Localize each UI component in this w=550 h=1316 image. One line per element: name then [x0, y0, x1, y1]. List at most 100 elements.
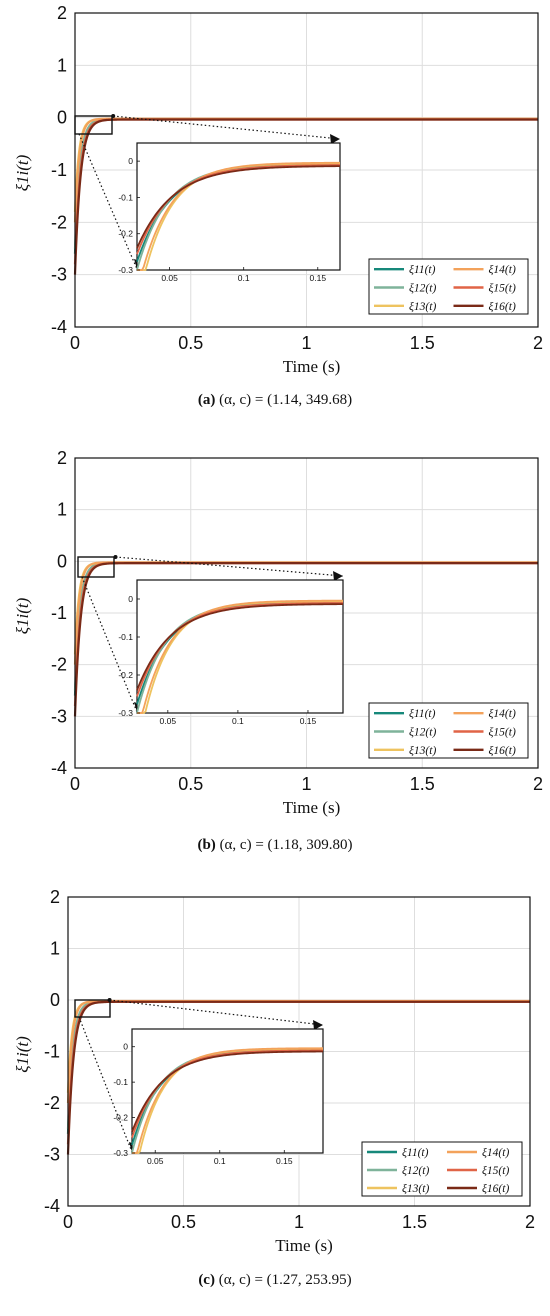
x-tick-label: 1: [294, 1212, 304, 1232]
x-tick-label: 2: [533, 774, 543, 794]
y-axis-label: ξ1i(t): [13, 597, 32, 634]
x-tick-label: 0.5: [178, 774, 203, 794]
chart-panel-c: 0 0.5 1 1.5 2 -4 -3 -2 -1 0 1 2 Time (s) ξ1i(t) 0.05 0.…: [0, 880, 550, 1316]
inset-line-xi16: [136, 603, 344, 691]
chart-panel-b: 0 0.5 1 1.5 2 -4 -3 -2 -1 0 1 2 Time (s) ξ1i(t) 0.05 0.…: [0, 445, 550, 881]
inset-y-tick-label: -0.1: [118, 632, 133, 642]
legend-label-xi16: ξ16(t): [489, 300, 516, 313]
y-tick-label: -3: [51, 265, 67, 285]
x-tick-label: 0: [70, 774, 80, 794]
caption-a-label: (a): [197, 392, 216, 408]
plot-frame: [74, 12, 539, 328]
legend-label-xi12: ξ12(t): [409, 726, 436, 739]
inset-y-tick-label: 0: [128, 156, 133, 166]
inset-line-xi14: [137, 599, 343, 714]
legend-label-xi12: ξ12(t): [409, 282, 436, 295]
y-tick-label: -1: [51, 603, 67, 623]
y-tick-label: 0: [57, 108, 67, 128]
zoom-region-box: [77, 556, 115, 578]
y-tick-label: -3: [51, 706, 67, 726]
legend-label-xi15: ξ15(t): [489, 726, 516, 739]
zoom-arrow-head: [313, 1020, 323, 1030]
inset-series-lines: [136, 599, 344, 714]
zoom-connector-bottom: [78, 133, 138, 270]
inset-x-tick-label: 0.1: [232, 716, 244, 726]
y-tick-label: -3: [44, 1145, 60, 1165]
legend-label-xi13: ξ13(t): [409, 744, 436, 757]
inset-y-tick-label: -0.3: [118, 265, 133, 275]
y-tick-label: -2: [51, 212, 67, 232]
x-tick-label: 2: [525, 1212, 535, 1232]
series-lines: [66, 999, 530, 1155]
series-lines: [73, 561, 538, 717]
x-axis-label: Time (s): [275, 1236, 332, 1255]
y-tick-label: -4: [51, 317, 67, 337]
caption-a-text: (α, c) = (1.14, 349.68): [219, 392, 353, 408]
caption-b: (b) (α, c) = (1.18, 309.80): [0, 837, 550, 854]
inset-x-tick-label: 0.1: [214, 1156, 226, 1166]
inset-x-tick-label: 0.15: [276, 1156, 293, 1166]
zoom-arrow-head: [330, 134, 340, 144]
inset-line-xi14: [137, 161, 341, 271]
zoom-connector-bottom: [81, 576, 138, 713]
caption-b-label: (b): [197, 837, 216, 853]
zoom-anchor-dot: [111, 114, 116, 118]
inset-x-tick-label: 0.05: [147, 1156, 164, 1166]
y-tick-label: 1: [57, 55, 67, 75]
caption-c-text: (α, c) = (1.27, 253.95): [218, 1272, 352, 1288]
inset-series-lines: [131, 1047, 324, 1154]
inset-x-tick-label: 0.15: [310, 273, 327, 283]
x-tick-label: 1: [301, 333, 311, 353]
zoom-connector-top: [115, 556, 344, 577]
legend-label-xi11: ξ11(t): [409, 263, 436, 276]
caption-b-text: (α, c) = (1.18, 309.80): [219, 837, 353, 853]
caption-c: (c) (α, c) = (1.27, 253.95): [0, 1272, 550, 1289]
inset-y-tick-label: -0.1: [118, 192, 133, 202]
inset-y-tick-label: -0.2: [118, 229, 133, 239]
chart-panel-a: 0 0.5 1 1.5 2 -4 -3 -2 -1 0 1 2 Time (s) ξ1i(t) 0.05 0.…: [0, 0, 550, 436]
y-tick-label: 1: [57, 500, 67, 520]
x-axis-label: Time (s): [283, 798, 340, 817]
zoom-connector-top: [109, 999, 324, 1026]
plot-frame: [74, 457, 539, 769]
legend-label-xi12: ξ12(t): [402, 1164, 429, 1177]
zoom-region-box: [74, 115, 113, 135]
y-tick-label: -2: [44, 1093, 60, 1113]
inset-y-tick-label: -0.2: [113, 1113, 128, 1123]
plot-frame: [67, 896, 531, 1207]
y-tick-label: 2: [50, 887, 60, 907]
legend-label-xi13: ξ13(t): [402, 1182, 429, 1195]
x-tick-label: 0.5: [178, 333, 203, 353]
inset-y-tick-label: -0.3: [113, 1148, 128, 1158]
caption-a: (a) (α, c) = (1.14, 349.68): [0, 392, 550, 409]
legend-label-xi11: ξ11(t): [402, 1146, 429, 1159]
zoom-arrow-head: [333, 571, 343, 581]
inset-y-tick-label: -0.2: [118, 670, 133, 680]
zoom-anchor-dot: [107, 998, 112, 1002]
x-tick-label: 1.5: [410, 774, 435, 794]
y-tick-label: -1: [44, 1042, 60, 1062]
caption-c-label: (c): [198, 1272, 215, 1288]
x-tick-label: 0.5: [171, 1212, 196, 1232]
y-tick-label: -2: [51, 655, 67, 675]
legend-label-xi14: ξ14(t): [489, 707, 516, 720]
inset-x-tick-label: 0.05: [160, 716, 177, 726]
inset-series-lines: [136, 161, 341, 271]
y-tick-label: 2: [57, 448, 67, 468]
series-line-xi16: [66, 1000, 530, 1155]
inset-frame: [136, 142, 341, 271]
x-tick-label: 0: [70, 333, 80, 353]
zoom-region-box: [74, 999, 111, 1018]
y-tick-label: 0: [50, 990, 60, 1010]
chart-b-svg: 0 0.5 1 1.5 2 -4 -3 -2 -1 0 1 2 Time (s) ξ1i(t) 0.05 0.…: [13, 448, 543, 817]
legend-label-xi15: ξ15(t): [482, 1164, 509, 1177]
legend-label-xi15: ξ15(t): [489, 282, 516, 295]
y-tick-label: -4: [51, 758, 67, 778]
inset-line-xi16: [131, 1050, 324, 1133]
inset-x-tick-label: 0.15: [300, 716, 317, 726]
legend-label-xi16: ξ16(t): [489, 744, 516, 757]
legend-label-xi13: ξ13(t): [409, 300, 436, 313]
inset-y-tick-label: 0: [128, 594, 133, 604]
y-tick-label: 0: [57, 551, 67, 571]
legend-label-xi14: ξ14(t): [489, 263, 516, 276]
